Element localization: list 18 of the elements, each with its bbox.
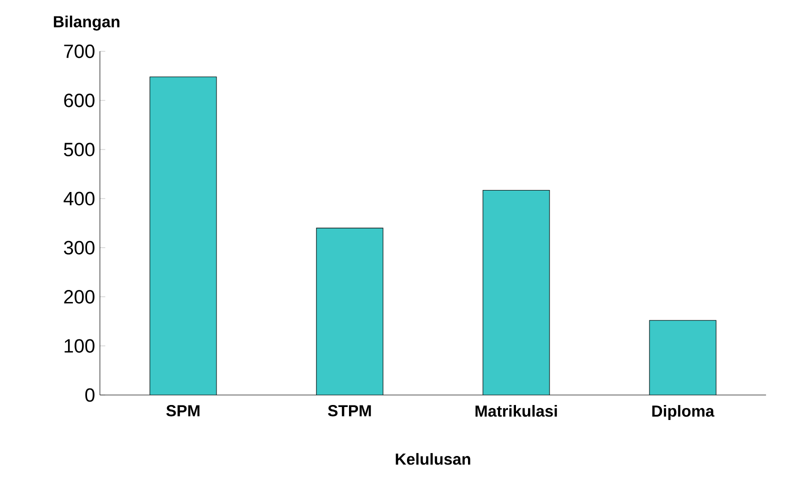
y-tick-label: 0 bbox=[85, 388, 94, 402]
y-tick-label: 700 bbox=[64, 44, 94, 58]
y-tick-label: 500 bbox=[64, 142, 94, 156]
x-tick-label: Matrikulasi bbox=[476, 405, 557, 417]
y-tick-label: 300 bbox=[64, 241, 94, 255]
x-tick-label: SPM bbox=[166, 405, 200, 417]
y-tick-label: 100 bbox=[64, 339, 94, 353]
bar bbox=[482, 190, 550, 396]
y-tick-label: 200 bbox=[64, 290, 94, 304]
y-tick-label: 600 bbox=[64, 94, 94, 108]
x-axis-title: Kelulusan bbox=[396, 453, 470, 465]
bar bbox=[316, 228, 384, 396]
bar bbox=[649, 320, 716, 396]
x-tick-label: Diploma bbox=[652, 405, 714, 420]
y-axis-title: Bilangan bbox=[54, 16, 120, 31]
x-tick-label: STPM bbox=[328, 405, 371, 417]
bar bbox=[150, 77, 216, 396]
y-tick-label: 400 bbox=[64, 192, 94, 206]
